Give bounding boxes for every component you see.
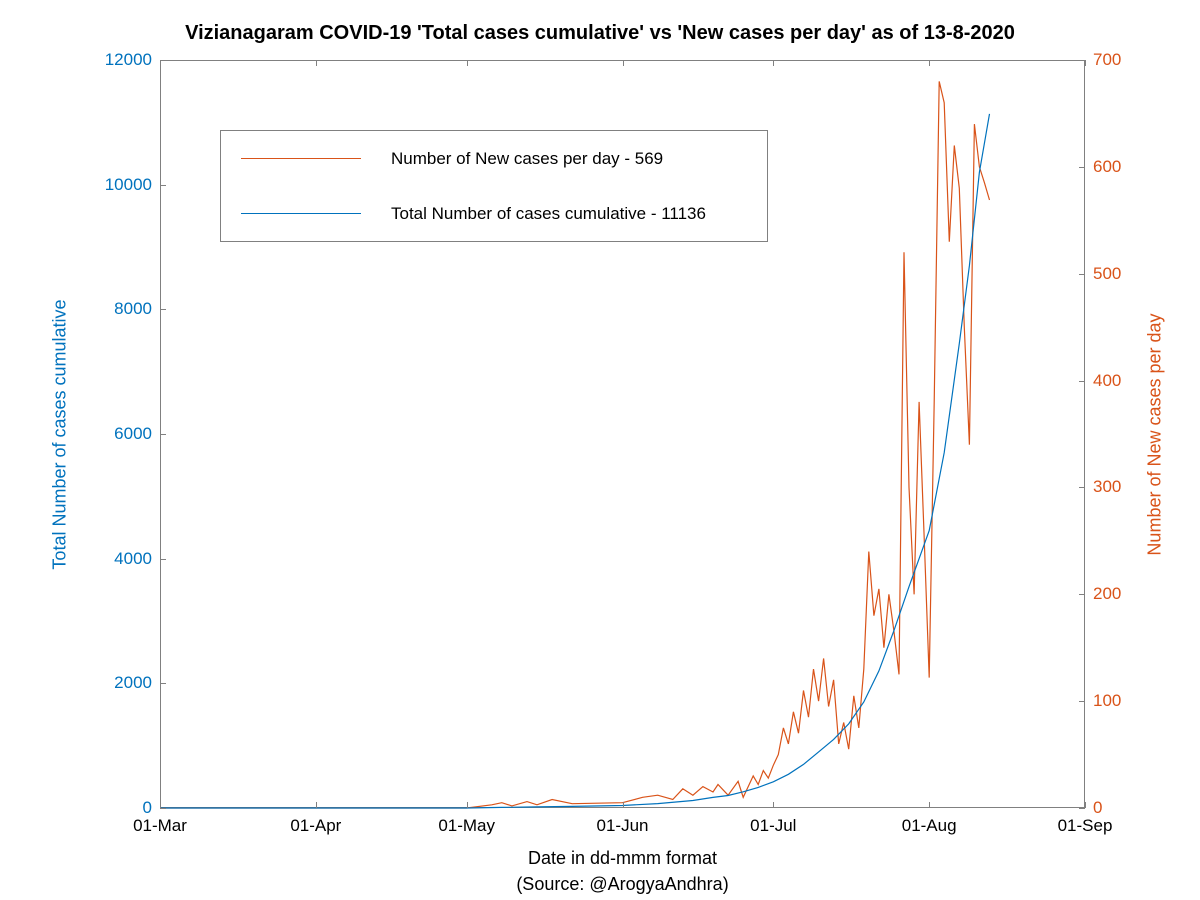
y-left-tick [160, 185, 166, 186]
y-right-tick-label: 100 [1093, 691, 1121, 711]
y-left-tick-label: 0 [143, 798, 152, 818]
x-tick [316, 802, 317, 808]
y-right-tick [1079, 60, 1085, 61]
y-left-tick-label: 10000 [105, 175, 152, 195]
x-axis-sublabel: (Source: @ArogyaAndhra) [160, 874, 1085, 895]
x-tick-top [773, 60, 774, 66]
x-tick [773, 802, 774, 808]
legend-swatch [241, 213, 361, 214]
y-left-tick [160, 60, 166, 61]
legend: Number of New cases per day - 569 Total … [220, 130, 768, 242]
x-tick-label: 01-Mar [120, 816, 200, 836]
legend-swatch [241, 158, 361, 159]
x-tick-label: 01-Apr [276, 816, 356, 836]
legend-text: Number of New cases per day - 569 [391, 149, 663, 169]
y-left-tick-label: 4000 [114, 549, 152, 569]
y-right-tick [1079, 487, 1085, 488]
x-tick-label: 01-May [427, 816, 507, 836]
y-right-tick-label: 400 [1093, 371, 1121, 391]
y-right-tick-label: 500 [1093, 264, 1121, 284]
y-right-tick-label: 600 [1093, 157, 1121, 177]
legend-item: Number of New cases per day - 569 [221, 131, 767, 186]
y-left-tick-label: 8000 [114, 299, 152, 319]
x-tick-label: 01-Jul [733, 816, 813, 836]
y-right-tick-label: 0 [1093, 798, 1102, 818]
x-tick [929, 802, 930, 808]
y-left-tick [160, 808, 166, 809]
y-right-axis-label: Number of New cases per day [1145, 275, 1166, 595]
x-tick [623, 802, 624, 808]
y-right-tick [1079, 381, 1085, 382]
x-tick-top [316, 60, 317, 66]
x-tick-label: 01-Sep [1045, 816, 1125, 836]
x-tick-label: 01-Jun [583, 816, 663, 836]
x-tick-top [623, 60, 624, 66]
y-left-tick-label: 12000 [105, 50, 152, 70]
x-tick-top [929, 60, 930, 66]
chart-container: Vizianagaram COVID-19 'Total cases cumul… [0, 0, 1200, 900]
y-right-tick [1079, 808, 1085, 809]
legend-item: Total Number of cases cumulative - 11136 [221, 186, 767, 241]
chart-title: Vizianagaram COVID-19 'Total cases cumul… [0, 22, 1200, 45]
y-right-tick [1079, 274, 1085, 275]
y-left-tick [160, 309, 166, 310]
x-axis-label: Date in dd-mmm format [160, 848, 1085, 869]
y-left-tick [160, 434, 166, 435]
y-right-tick-label: 700 [1093, 50, 1121, 70]
y-right-tick-label: 200 [1093, 584, 1121, 604]
x-tick-label: 01-Aug [889, 816, 969, 836]
y-right-tick-label: 300 [1093, 477, 1121, 497]
y-right-tick [1079, 594, 1085, 595]
x-tick [467, 802, 468, 808]
y-left-tick [160, 559, 166, 560]
y-right-tick [1079, 701, 1085, 702]
y-left-axis-label: Total Number of cases cumulative [50, 275, 71, 595]
x-tick [1085, 802, 1086, 808]
y-left-tick-label: 2000 [114, 673, 152, 693]
y-right-tick [1079, 167, 1085, 168]
x-tick-top [1085, 60, 1086, 66]
y-left-tick [160, 683, 166, 684]
legend-text: Total Number of cases cumulative - 11136 [391, 204, 706, 224]
y-left-tick-label: 6000 [114, 424, 152, 444]
x-tick-top [467, 60, 468, 66]
